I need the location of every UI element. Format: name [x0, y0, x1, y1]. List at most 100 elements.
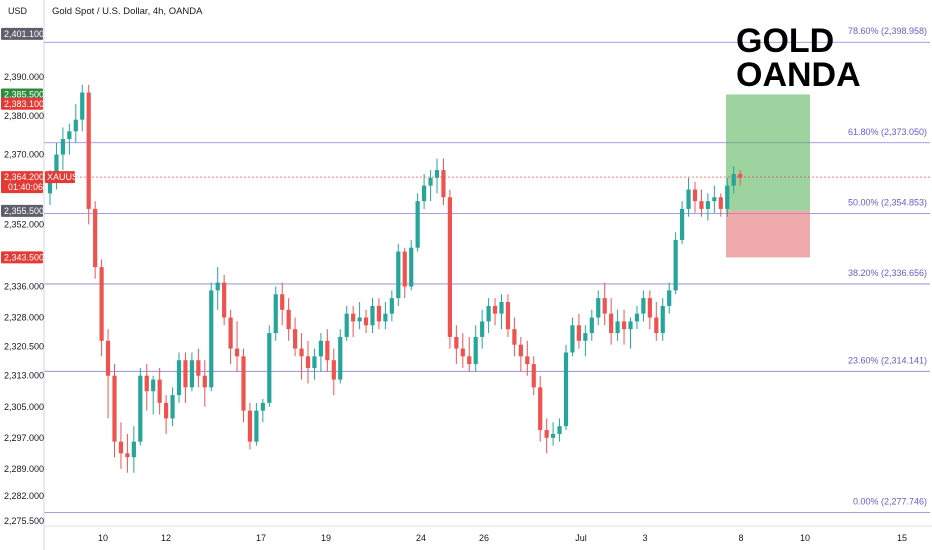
price-tag: 2,355.500: [1, 204, 44, 217]
candle: [344, 305, 349, 341]
candle: [209, 282, 214, 392]
candle: [531, 356, 536, 396]
candle: [660, 298, 665, 341]
time-tick-label: 12: [161, 533, 171, 543]
candle: [505, 294, 511, 337]
candle: [396, 243, 401, 306]
candle: [112, 364, 117, 458]
time-tick-label: 10: [98, 533, 108, 543]
candle: [325, 329, 330, 372]
candle: [318, 333, 323, 372]
svg-text:2,343.500: 2,343.500: [4, 252, 44, 262]
candle: [647, 290, 652, 330]
candle: [60, 127, 65, 171]
candle: [157, 367, 162, 415]
long-position-tool[interactable]: [726, 94, 810, 258]
candle: [357, 302, 362, 330]
candle: [151, 375, 156, 415]
price-tick-label: 2,336.000: [4, 281, 44, 291]
candle: [628, 317, 633, 349]
candle: [699, 189, 704, 217]
price-tag: 2,385.500: [1, 88, 44, 101]
currency-label: USD: [8, 6, 28, 16]
svg-text:2,364.200: 2,364.200: [4, 172, 44, 182]
candle: [176, 352, 182, 403]
svg-text:2,401.100: 2,401.100: [4, 29, 44, 39]
price-tick-label: 2,370.000: [4, 150, 44, 160]
candle: [189, 352, 194, 392]
price-tag: 2,343.500: [1, 251, 44, 264]
candle: [492, 298, 498, 326]
candle: [389, 290, 394, 322]
time-axis[interactable]: 10 12 17 19 24 26 Jul 3 8 10 15: [98, 533, 907, 543]
candle: [299, 333, 304, 380]
candle: [557, 418, 562, 442]
candle: [125, 433, 130, 473]
candle: [718, 193, 723, 217]
candle: [73, 104, 78, 143]
candle: [583, 325, 588, 357]
candle: [512, 317, 517, 357]
position-target-zone[interactable]: [726, 94, 810, 211]
time-tick-label: 24: [416, 533, 426, 543]
candle: [525, 340, 530, 376]
candle: [712, 185, 717, 213]
candle: [331, 348, 336, 396]
candle: [673, 232, 678, 295]
candle: [67, 123, 72, 155]
candle: [570, 317, 575, 357]
candle: [602, 282, 607, 326]
price-tick-label: 2,275.500: [4, 516, 44, 526]
fib-level-label: 23.60% (2,314.141): [848, 355, 927, 365]
candle: [370, 298, 375, 334]
candle: [267, 325, 272, 407]
time-tick-label: 10: [800, 533, 810, 543]
candle: [293, 317, 298, 357]
fib-level-label: 61.80% (2,373.050): [848, 127, 927, 137]
price-axis[interactable]: 2,390.000 2,380.000 2,370.000 2,352.000 2,33…: [4, 72, 44, 526]
svg-text:2,385.500: 2,385.500: [4, 89, 44, 99]
candle: [351, 305, 356, 337]
candle: [338, 329, 343, 384]
candle: [215, 267, 220, 310]
time-tick-label: Jul: [575, 533, 587, 543]
candle: [93, 201, 98, 279]
svg-text:01:40:06: 01:40:06: [8, 182, 43, 192]
candle: [563, 344, 569, 431]
price-tick-label: 2,380.000: [4, 111, 44, 121]
candle: [680, 201, 685, 244]
time-tick-label: 19: [321, 533, 331, 543]
candle: [473, 325, 478, 372]
candle: [538, 375, 543, 442]
time-tick-label: 26: [479, 533, 489, 543]
candle: [105, 329, 111, 419]
candle: [551, 422, 556, 446]
candle: [615, 309, 620, 341]
candle: [402, 247, 407, 299]
price-tag: 2,383.100: [1, 97, 44, 110]
candle: [131, 426, 136, 473]
time-tick-label: 3: [642, 533, 647, 543]
candle: [234, 321, 240, 372]
candle: [99, 259, 104, 357]
candle: [286, 298, 291, 341]
candle: [454, 325, 459, 365]
candle: [183, 352, 188, 403]
candle: [86, 84, 91, 225]
time-tick-label: 15: [897, 533, 907, 543]
svg-text:2,383.100: 2,383.100: [4, 99, 44, 109]
candle: [725, 177, 730, 217]
candle: [596, 290, 601, 326]
candle: [196, 348, 201, 388]
price-tag: 2,401.100: [1, 27, 44, 40]
candle: [621, 309, 627, 345]
fib-level-label: 78.60% (2,398.958): [848, 26, 927, 36]
position-stop-zone[interactable]: [726, 210, 810, 258]
fib-level-label: 50.00% (2,354.853): [848, 197, 927, 207]
candle: [434, 158, 440, 194]
candle: [409, 239, 414, 291]
price-tick-label: 2,328.000: [4, 313, 44, 323]
